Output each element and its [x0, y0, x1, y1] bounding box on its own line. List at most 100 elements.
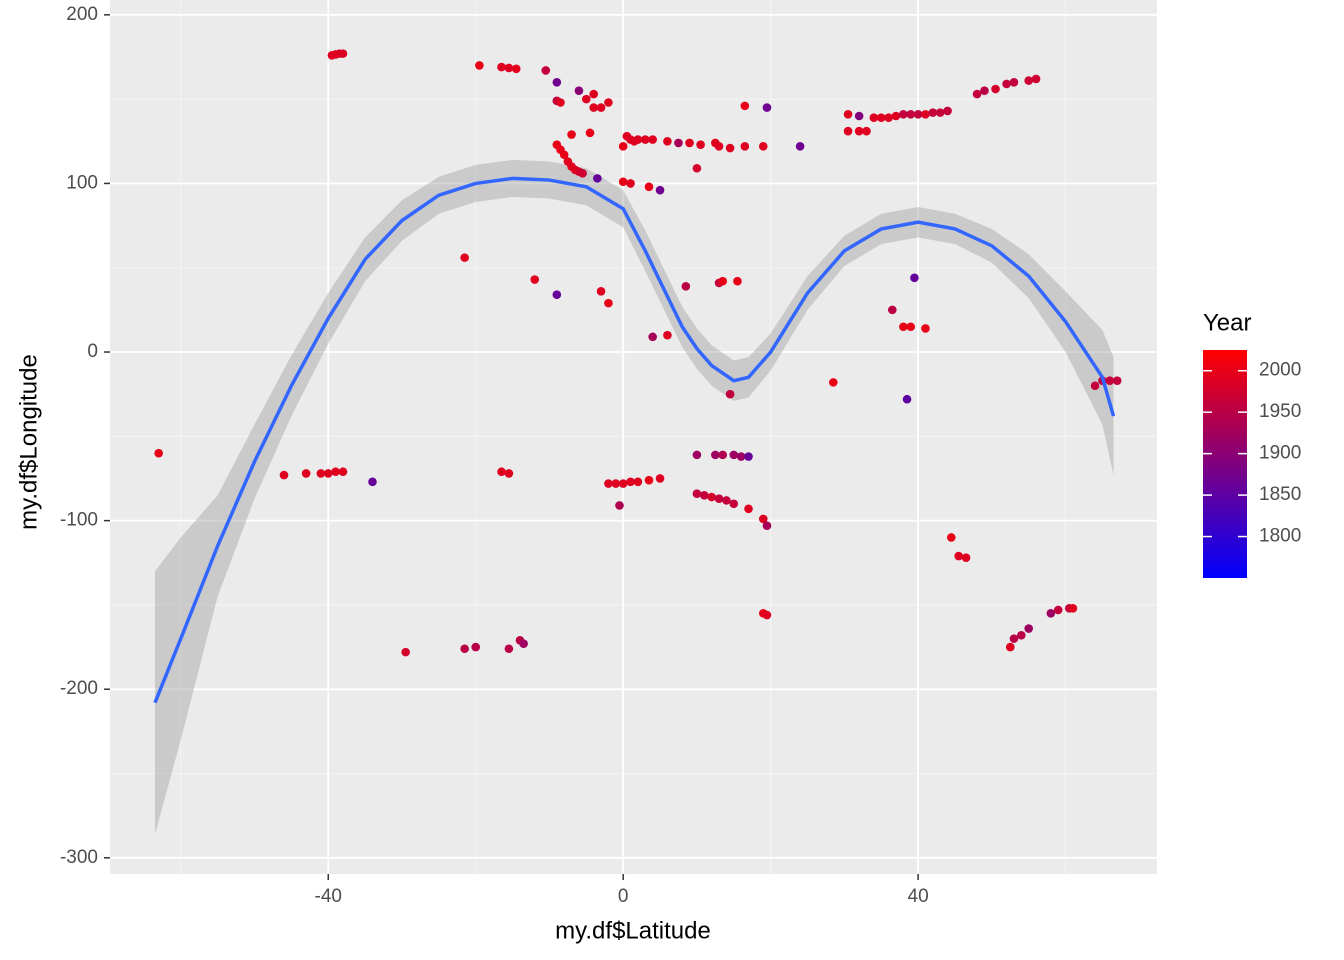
point	[972, 89, 982, 99]
point	[692, 163, 702, 173]
point	[733, 276, 742, 286]
point	[736, 452, 746, 461]
point	[913, 110, 923, 119]
point	[696, 140, 705, 149]
point	[596, 287, 606, 296]
point	[902, 394, 912, 404]
point	[559, 150, 569, 160]
point	[740, 142, 750, 151]
y-tick-label: 200	[66, 4, 98, 25]
point	[323, 469, 333, 478]
point	[910, 273, 919, 283]
point	[530, 275, 539, 284]
point	[685, 138, 694, 148]
point	[552, 77, 562, 87]
point	[862, 126, 871, 136]
point	[899, 110, 908, 119]
y-tick-label: 100	[66, 172, 98, 193]
point	[762, 103, 772, 112]
point	[906, 110, 916, 119]
point	[626, 477, 635, 487]
point	[692, 489, 702, 498]
point	[644, 475, 654, 485]
point	[762, 521, 772, 530]
point	[725, 143, 735, 153]
point	[655, 474, 665, 483]
point	[663, 136, 672, 146]
point	[648, 135, 657, 144]
point	[1105, 376, 1115, 385]
point	[1024, 624, 1034, 633]
point	[843, 110, 853, 119]
point	[552, 290, 562, 300]
point	[640, 135, 650, 144]
point	[1017, 630, 1026, 640]
point	[475, 61, 484, 70]
y-tick-label: -100	[60, 510, 98, 531]
point	[884, 113, 893, 122]
point	[331, 467, 340, 477]
point	[854, 111, 864, 121]
point	[729, 450, 739, 460]
point	[655, 185, 665, 195]
point	[497, 467, 506, 477]
point	[1005, 642, 1015, 652]
panel	[110, 0, 1157, 874]
point	[338, 49, 348, 58]
point	[943, 106, 952, 116]
point	[1031, 74, 1041, 84]
x-tick-label: -40	[315, 886, 342, 907]
point	[1009, 77, 1019, 87]
point	[961, 553, 971, 563]
x-tick-label: 40	[908, 886, 929, 907]
point	[888, 305, 897, 315]
point	[935, 108, 945, 117]
smooth-line	[153, 176, 1116, 704]
point	[1068, 603, 1078, 613]
point	[729, 499, 739, 509]
point	[541, 66, 551, 75]
point	[714, 142, 724, 151]
point	[843, 126, 853, 136]
point	[722, 496, 731, 505]
point	[744, 452, 753, 461]
point	[795, 142, 805, 151]
point	[711, 450, 720, 460]
point	[585, 128, 595, 138]
point	[368, 477, 377, 487]
legend-label: 1850	[1259, 484, 1301, 505]
point	[589, 103, 598, 112]
point	[596, 103, 606, 112]
point	[718, 276, 728, 286]
point	[1009, 634, 1019, 643]
point	[504, 469, 514, 478]
point	[946, 533, 956, 542]
point	[762, 610, 772, 620]
point	[758, 514, 768, 524]
point	[154, 448, 163, 458]
point	[618, 142, 628, 151]
point	[714, 494, 724, 504]
point	[519, 639, 528, 648]
point	[718, 450, 728, 460]
point	[611, 479, 621, 488]
point	[401, 647, 410, 657]
point	[854, 126, 864, 136]
point	[589, 89, 598, 99]
y-tick-label: -300	[60, 847, 98, 868]
point	[301, 469, 311, 478]
point	[593, 174, 602, 183]
point	[829, 378, 838, 387]
point	[663, 330, 672, 340]
y-axis-title: my.df$Longitude	[15, 354, 42, 530]
point	[674, 138, 683, 148]
x-axis-title: my.df$Latitude	[555, 917, 711, 944]
point	[1024, 76, 1034, 85]
point	[618, 177, 628, 187]
point	[567, 130, 576, 139]
point	[725, 389, 735, 399]
point	[1112, 376, 1122, 385]
x-tick-label: 0	[618, 886, 629, 907]
point	[699, 491, 709, 500]
